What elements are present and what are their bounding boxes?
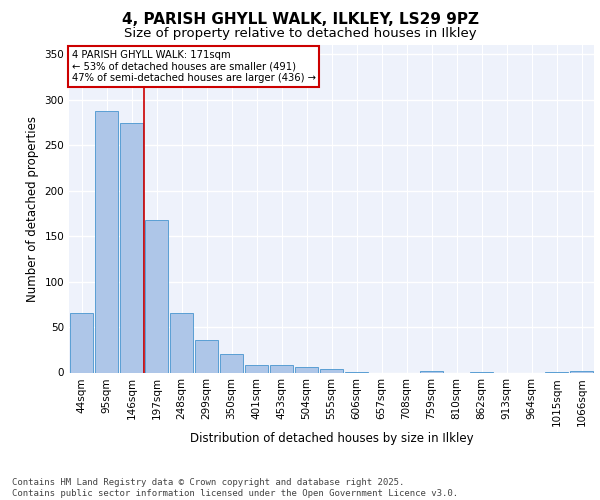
Y-axis label: Number of detached properties: Number of detached properties — [26, 116, 39, 302]
Bar — [195, 340, 218, 372]
Bar — [270, 365, 293, 372]
Text: Size of property relative to detached houses in Ilkley: Size of property relative to detached ho… — [124, 28, 476, 40]
Bar — [245, 365, 268, 372]
Bar — [95, 112, 118, 372]
Bar — [295, 367, 318, 372]
Bar — [420, 370, 443, 372]
Bar — [170, 314, 193, 372]
Text: Contains HM Land Registry data © Crown copyright and database right 2025.
Contai: Contains HM Land Registry data © Crown c… — [12, 478, 458, 498]
Bar — [145, 220, 168, 372]
Bar — [220, 354, 243, 372]
Text: 4, PARISH GHYLL WALK, ILKLEY, LS29 9PZ: 4, PARISH GHYLL WALK, ILKLEY, LS29 9PZ — [121, 12, 479, 28]
Text: 4 PARISH GHYLL WALK: 171sqm
← 53% of detached houses are smaller (491)
47% of se: 4 PARISH GHYLL WALK: 171sqm ← 53% of det… — [71, 50, 316, 83]
X-axis label: Distribution of detached houses by size in Ilkley: Distribution of detached houses by size … — [190, 432, 473, 444]
Bar — [320, 369, 343, 372]
Bar — [120, 123, 143, 372]
Bar — [70, 314, 93, 372]
Bar — [570, 370, 593, 372]
